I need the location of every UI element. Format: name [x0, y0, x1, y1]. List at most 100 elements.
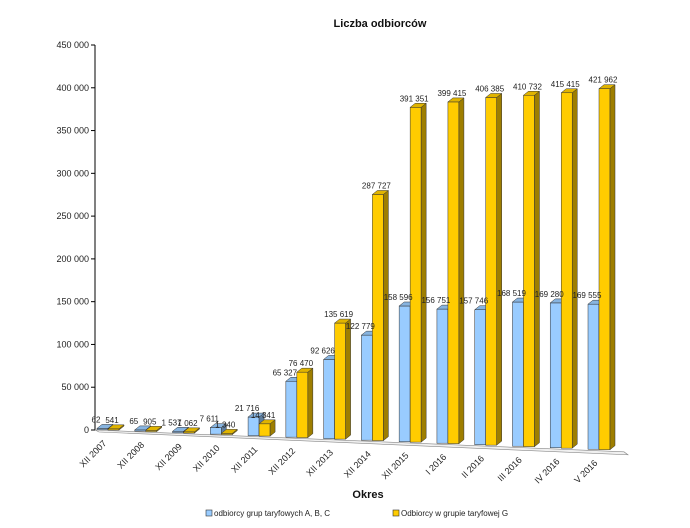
data-label: 157 746	[459, 297, 488, 306]
bar-side	[496, 92, 502, 446]
x-tick-label: XII 2014	[342, 449, 373, 480]
floor-plane	[94, 429, 629, 456]
x-tick-label: II 2016	[460, 453, 487, 480]
bar-g-13	[598, 84, 616, 451]
bar-side	[571, 88, 578, 449]
bar-top	[484, 93, 503, 98]
bar-g-7	[371, 189, 390, 442]
bar-top	[598, 84, 616, 89]
x-tick-label: I 2016	[424, 452, 449, 477]
bar-top	[182, 427, 201, 433]
bar-top	[96, 424, 114, 429]
x-tick-label: XII 2012	[266, 446, 297, 477]
bar-g-5	[296, 367, 314, 439]
data-label: 7 611	[200, 415, 220, 424]
x-tick-label: XII 2015	[380, 450, 411, 481]
bar-top	[560, 88, 578, 94]
bar-top	[247, 412, 265, 418]
data-label: 287 727	[362, 181, 391, 190]
data-label: 156 751	[421, 296, 450, 305]
x-tick-label: V 2016	[572, 458, 599, 485]
bar-g-2	[182, 427, 201, 434]
bar-top	[296, 367, 314, 373]
bar-g-1	[145, 425, 163, 433]
bar-front	[512, 301, 524, 447]
bar-front	[247, 416, 260, 436]
data-label: 65 327	[273, 368, 298, 377]
bar-front	[549, 302, 562, 448]
bar-g-0	[107, 424, 125, 431]
data-label: 169 280	[535, 290, 564, 299]
bar-side	[420, 102, 427, 443]
data-label: 62	[92, 415, 101, 424]
y-tick-label: 100 000	[56, 339, 89, 349]
bar-top	[220, 429, 239, 434]
bar-side	[383, 189, 389, 442]
bar-front	[474, 309, 486, 445]
y-tick-label: 0	[84, 425, 89, 435]
bar-g-11	[522, 90, 541, 448]
legend-item-1: Odbiorcy w grupie taryfowej G	[392, 509, 508, 518]
data-label: 1 340	[215, 420, 236, 429]
y-tick-label: 300 000	[56, 168, 89, 178]
data-label: 135 619	[324, 310, 353, 319]
data-label: 905	[143, 417, 157, 426]
bar-side	[609, 84, 616, 451]
bar-g-9	[447, 97, 465, 445]
bar-front	[258, 423, 271, 437]
data-label: 168 519	[497, 289, 526, 298]
legend: odbiorcy grup taryfowych A, B, C Odbiorcy…	[205, 509, 508, 518]
bar-side	[345, 318, 351, 440]
bar-front	[398, 305, 411, 442]
data-label: 158 596	[384, 293, 413, 302]
x-tick-label: XII 2010	[191, 443, 222, 474]
bar-top	[145, 426, 163, 431]
bar-g-6	[333, 318, 352, 440]
data-label: 65	[129, 417, 138, 426]
data-label: 1 062	[178, 419, 199, 428]
y-tick-label: 350 000	[56, 126, 89, 136]
x-tick-label: XII 2011	[229, 444, 259, 474]
bar-front	[598, 88, 611, 450]
x-tick-label: XII 2007	[78, 438, 109, 469]
bar-front	[523, 95, 535, 447]
bar-front	[587, 303, 600, 450]
bar-abc-3	[209, 423, 228, 435]
legend-swatch	[392, 509, 400, 517]
data-label: 399 415	[437, 89, 466, 98]
bar-front	[485, 97, 497, 446]
data-label: 415 415	[551, 80, 580, 89]
data-label: 541	[105, 416, 119, 425]
data-label: 21 716	[235, 404, 260, 413]
bar-top	[134, 425, 152, 431]
bar-front	[361, 334, 373, 441]
data-label: 92 626	[310, 346, 335, 355]
bar-side	[458, 97, 465, 445]
bar-side	[534, 90, 540, 448]
y-tick-label: 400 000	[56, 83, 89, 93]
bar-front	[436, 308, 449, 444]
data-label: 391 351	[400, 94, 429, 103]
data-label: 169 555	[573, 291, 602, 300]
bar-front	[560, 92, 573, 449]
x-tick-label: XII 2008	[115, 440, 146, 471]
data-label: 14 341	[251, 411, 276, 420]
bar-top	[258, 419, 276, 425]
data-label: 406 385	[475, 84, 504, 93]
bar-g-3	[220, 428, 239, 436]
y-tick-label: 50 000	[61, 382, 89, 392]
y-tick-label: 450 000	[56, 40, 89, 50]
data-label: 122 779	[346, 322, 375, 331]
x-axis-title: Okres	[352, 489, 383, 501]
bar-top	[333, 318, 352, 324]
bar-top	[371, 190, 390, 195]
bars	[96, 84, 616, 451]
x-tick-label: XII 2009	[153, 441, 184, 472]
x-tick-label: XII 2013	[304, 447, 335, 478]
chart-title: Liczba odbiorców	[334, 18, 427, 30]
bar-top	[209, 423, 228, 428]
legend-label: odbiorcy grup taryfowych A, B, C	[214, 509, 330, 518]
bar-front	[285, 381, 298, 438]
